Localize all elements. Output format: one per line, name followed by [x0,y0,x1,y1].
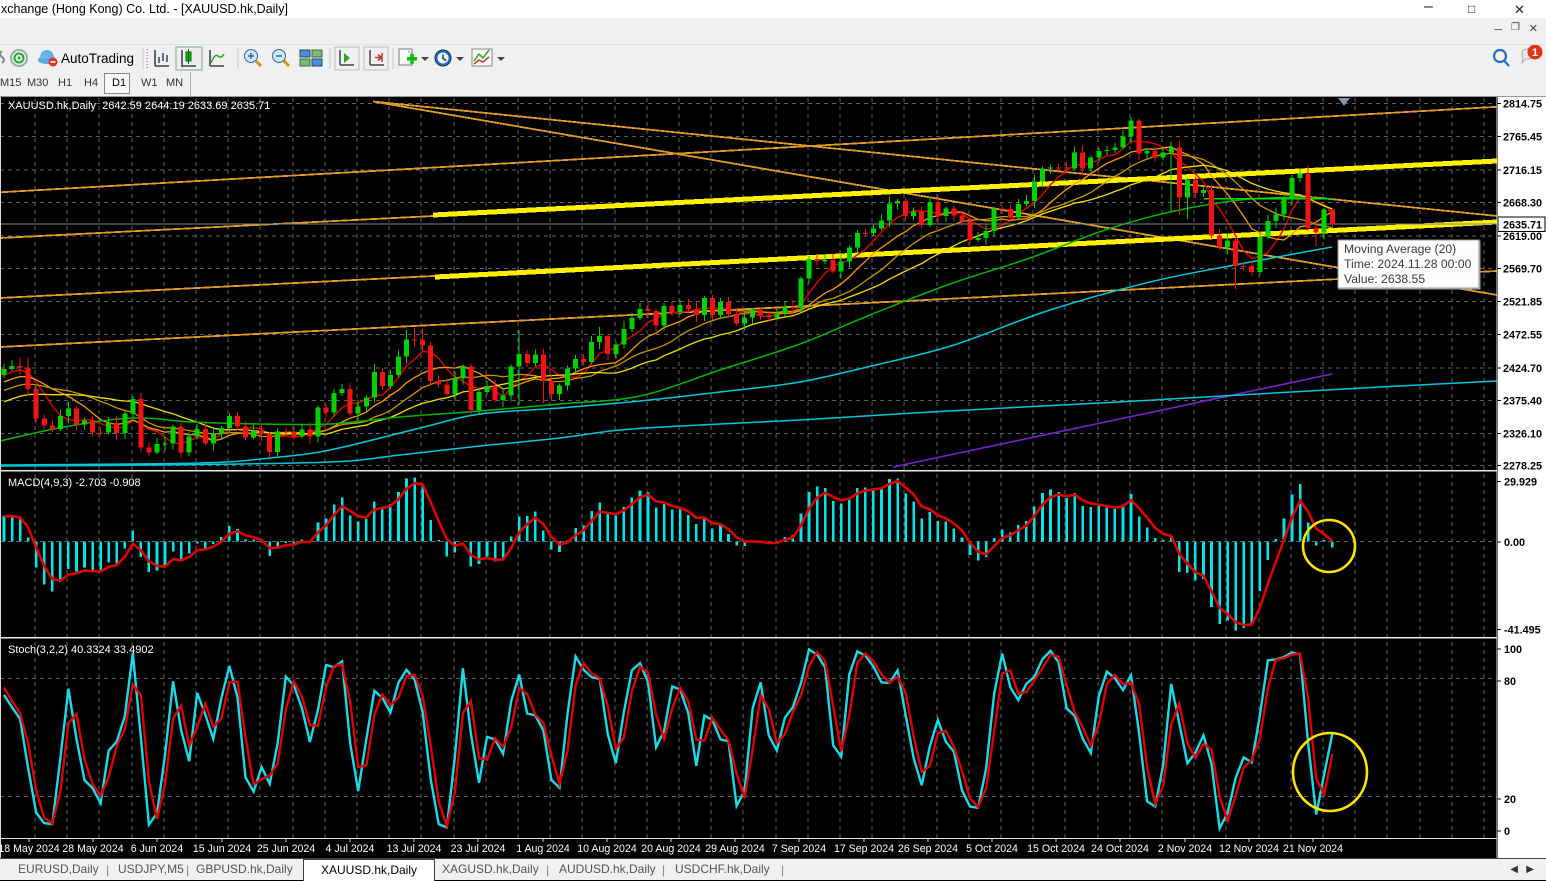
svg-text:Time: 2024.11.28 00:00: Time: 2024.11.28 00:00 [1344,257,1472,271]
svg-text:25 Jun 2024: 25 Jun 2024 [257,843,315,855]
svg-text:2472.55: 2472.55 [1503,330,1542,342]
svg-text:28 May 2024: 28 May 2024 [62,843,123,855]
svg-text:AutoTrading: AutoTrading [61,51,134,66]
svg-text:4 Jul 2024: 4 Jul 2024 [326,843,375,855]
svg-text:26 Sep 2024: 26 Sep 2024 [898,843,958,855]
svg-text:12 Nov 2024: 12 Nov 2024 [1219,843,1279,855]
svg-text:Stoch(3,2,2) 40.3324 33.4902: Stoch(3,2,2) 40.3324 33.4902 [8,644,154,656]
svg-text:Value: 2638.55: Value: 2638.55 [1344,272,1425,286]
svg-text:15 Oct 2024: 15 Oct 2024 [1027,843,1085,855]
svg-text:10 Aug 2024: 10 Aug 2024 [577,843,637,855]
svg-text:Moving Average (20): Moving Average (20) [1344,242,1456,256]
svg-text:20: 20 [1504,794,1516,806]
svg-text:2814.75: 2814.75 [1503,98,1542,110]
svg-text:2716.15: 2716.15 [1503,165,1542,177]
svg-text:15 Jun 2024: 15 Jun 2024 [193,843,251,855]
svg-text:13 Jul 2024: 13 Jul 2024 [387,843,442,855]
svg-text:0: 0 [1504,826,1510,838]
svg-text:2619.00: 2619.00 [1503,231,1542,243]
svg-text:80: 80 [1504,676,1516,688]
svg-text:17 Sep 2024: 17 Sep 2024 [834,843,894,855]
svg-text:2635.71: 2635.71 [1503,220,1542,232]
svg-text:XAUUSD.hk,Daily 2642.59 2644.: XAUUSD.hk,Daily 2642.59 2644.19 2633.69 … [8,100,270,112]
svg-text:6 Jun 2024: 6 Jun 2024 [131,843,184,855]
svg-text:5 Oct 2024: 5 Oct 2024 [966,843,1018,855]
svg-text:23 Jul 2024: 23 Jul 2024 [451,843,506,855]
svg-text:100: 100 [1504,644,1522,656]
svg-text:2668.30: 2668.30 [1503,198,1542,210]
svg-text:2765.45: 2765.45 [1503,132,1542,144]
svg-text:7 Sep 2024: 7 Sep 2024 [772,843,826,855]
svg-text:21 Nov 2024: 21 Nov 2024 [1283,843,1343,855]
svg-text:-41.495: -41.495 [1504,625,1541,637]
svg-text:2569.70: 2569.70 [1503,264,1542,276]
svg-text:1: 1 [1532,47,1538,59]
svg-text:0.00: 0.00 [1504,537,1525,549]
svg-text:1 Aug 2024: 1 Aug 2024 [516,843,570,855]
svg-text:24 Oct 2024: 24 Oct 2024 [1091,843,1149,855]
svg-text:2278.25: 2278.25 [1503,461,1542,473]
svg-text:2326.10: 2326.10 [1503,428,1542,440]
svg-text:29 Aug 2024: 29 Aug 2024 [705,843,765,855]
svg-text:2521.85: 2521.85 [1503,297,1542,309]
svg-text:2424.70: 2424.70 [1503,363,1542,375]
svg-text:MACD(4,9,3) -2.703 -0.908: MACD(4,9,3) -2.703 -0.908 [8,477,141,489]
svg-text:2 Nov 2024: 2 Nov 2024 [1158,843,1212,855]
svg-text:2375.40: 2375.40 [1503,395,1542,407]
svg-text:18 May 2024: 18 May 2024 [0,843,60,855]
svg-text:20 Aug 2024: 20 Aug 2024 [641,843,701,855]
svg-text:29.929: 29.929 [1504,477,1537,489]
